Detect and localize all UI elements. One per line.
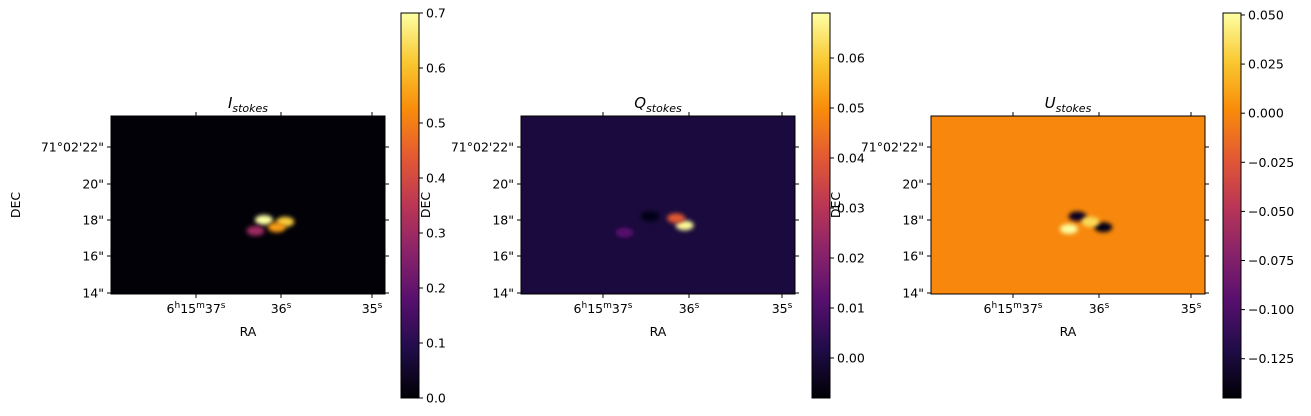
- x-axis-label: RA: [240, 324, 257, 339]
- y-axis-label: DEC: [418, 192, 433, 219]
- y-tick-label: 16": [82, 249, 104, 264]
- heatmap-image: [111, 116, 385, 294]
- colorbar-tick-label: 0.3: [426, 226, 446, 241]
- axes-frame: [110, 115, 386, 295]
- y-axis-label: DEC: [8, 192, 23, 219]
- y-tick-label: 16": [492, 249, 514, 264]
- x-tick-label: 6h15m37s: [984, 301, 1043, 316]
- chart-title: Istokes: [228, 94, 268, 115]
- emission-feature: [641, 211, 660, 222]
- colorbar-tick-label: 0.025: [1248, 57, 1284, 72]
- y-tick-label: 71°02'22": [861, 140, 924, 155]
- x-axis-label: RA: [650, 324, 667, 339]
- chart-title: Ustokes: [1045, 94, 1092, 115]
- emission-feature: [1094, 222, 1113, 233]
- heatmap-image: [931, 116, 1205, 294]
- x-tick-label: 36s: [1089, 301, 1110, 316]
- emission-feature: [615, 227, 634, 238]
- emission-feature: [1068, 211, 1087, 222]
- y-tick-label: 14": [82, 286, 104, 301]
- colorbar-tick-label: 0.000: [1248, 106, 1284, 121]
- colorbar-tick-label: 0.00: [837, 351, 865, 366]
- heatmap-background: [931, 116, 1205, 294]
- colorbar-tick-label: 0.7: [426, 6, 446, 21]
- x-tick-label: 36s: [271, 301, 292, 316]
- colorbar-tick-label: −0.100: [1248, 302, 1294, 317]
- panel-u: Ustokes 71°02'22" 20" 18" 16" 14" 6h15m37s 36s 3…: [828, 7, 1294, 399]
- colorbar-tick-label: 0.03: [837, 201, 865, 216]
- colorbar-tick-label: 0.6: [426, 61, 446, 76]
- emission-feature: [675, 220, 694, 231]
- emission-feature: [1059, 224, 1078, 234]
- colorbar-tick-label: −0.125: [1248, 351, 1294, 366]
- x-tick-label: 35s: [772, 301, 793, 316]
- emission-feature: [667, 213, 686, 224]
- colorbar-tick-label: −0.025: [1248, 155, 1294, 170]
- x-axis-label: RA: [1060, 324, 1077, 339]
- colorbar-tick-label: 0.02: [837, 251, 865, 266]
- colorbar-tick-label: 0.04: [837, 151, 865, 166]
- y-tick-label: 16": [902, 249, 924, 264]
- colorbar-tick-label: −0.075: [1248, 253, 1294, 268]
- y-axis-label: DEC: [828, 192, 843, 219]
- panel-q: Qstokes 71°02'22" 20" 18" 16" 14" 6h15m37s 36s 3…: [418, 12, 865, 399]
- panel-i: Istokes 71°02'22" 20" 18" 16" 14" 6h15m37s 36s 3…: [8, 6, 446, 406]
- heatmap-image: [521, 116, 795, 294]
- colorbar-tick-label: 0.06: [837, 51, 865, 66]
- colorbar-tick-label: 0.1: [426, 336, 446, 351]
- colorbar-tick-label: 0.2: [426, 281, 446, 296]
- heatmap-background: [521, 116, 795, 294]
- chart-title: Qstokes: [634, 94, 682, 115]
- colorbar-tick-label: 0.050: [1248, 7, 1284, 22]
- emission-feature: [267, 222, 286, 233]
- y-tick-label: 71°02'22": [451, 140, 514, 155]
- x-tick-label: 36s: [679, 301, 700, 316]
- y-tick-label: 20": [82, 177, 104, 192]
- y-tick-label: 18": [82, 213, 104, 228]
- colorbar-tick-label: 0.05: [837, 101, 865, 116]
- heatmap-background: [111, 116, 385, 294]
- x-tick-label: 6h15m37s: [574, 301, 633, 316]
- colorbar: [811, 12, 831, 399]
- emission-feature: [246, 225, 265, 236]
- x-tick-label: 35s: [1181, 301, 1202, 316]
- y-tick-label: 14": [492, 286, 514, 301]
- y-tick-label: 18": [492, 213, 514, 228]
- colorbar: [400, 12, 420, 399]
- y-tick-label: 14": [902, 286, 924, 301]
- axes-frame: [930, 115, 1206, 295]
- y-tick-label: 18": [902, 213, 924, 228]
- y-tick-label: 20": [492, 177, 514, 192]
- colorbar-tick-label: 0.0: [426, 391, 446, 406]
- x-tick-label: 6h15m37s: [167, 301, 226, 316]
- y-tick-label: 20": [902, 177, 924, 192]
- y-tick-label: 71°02'22": [41, 140, 104, 155]
- x-tick-label: 35s: [362, 301, 383, 316]
- colorbar-tick-label: 0.4: [426, 171, 446, 186]
- colorbar-tick-label: 0.5: [426, 116, 446, 131]
- emission-feature: [1081, 216, 1100, 227]
- colorbar-tick-label: 0.01: [837, 301, 865, 316]
- colorbar-tick-label: −0.050: [1248, 204, 1294, 219]
- axes-frame: [520, 115, 796, 295]
- colorbar: [1222, 12, 1242, 399]
- emission-feature: [255, 215, 273, 225]
